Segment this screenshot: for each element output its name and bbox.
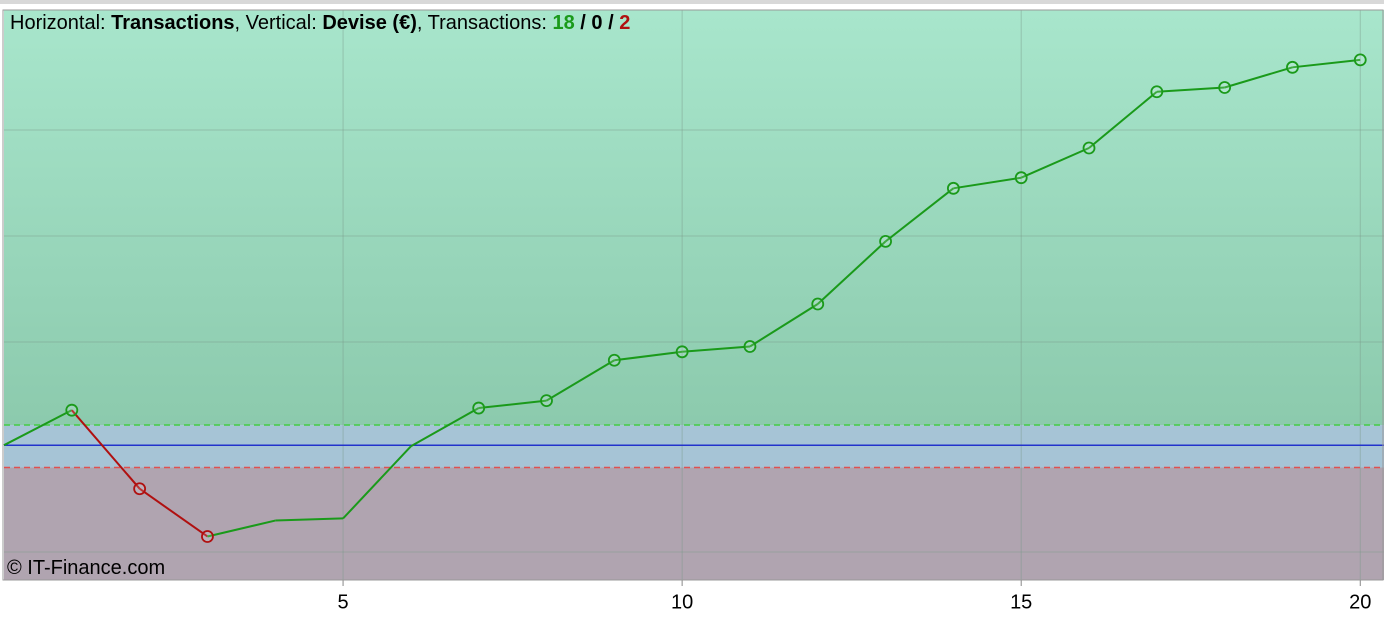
zone-neutral <box>4 425 1384 468</box>
t: Horizontal: <box>10 12 112 34</box>
t: Devise (€) <box>322 12 417 34</box>
t: / <box>602 12 620 34</box>
line-segment <box>3 409 73 447</box>
marker <box>811 297 825 311</box>
marker <box>946 181 960 195</box>
t: 18 <box>552 12 575 34</box>
line-segment <box>71 409 141 490</box>
marker <box>65 403 79 417</box>
marker <box>201 530 214 543</box>
t: 2 <box>619 12 631 34</box>
plot-border <box>2 9 1384 581</box>
x-tick-label: 20 <box>1349 591 1371 613</box>
toolbar-edge <box>0 0 1384 4</box>
marker <box>540 394 553 408</box>
zone-profit <box>4 10 1384 426</box>
line-segment <box>139 487 209 538</box>
credit: © IT-Finance.com <box>7 557 166 579</box>
t: 0 <box>591 12 603 34</box>
marker <box>472 401 486 415</box>
marker <box>1353 53 1367 67</box>
line-segment <box>275 517 344 522</box>
marker <box>743 340 757 353</box>
marker <box>1286 60 1299 74</box>
line-segment <box>410 407 480 448</box>
line-segment <box>749 303 819 348</box>
chart-title: Horizontal: Transactions, Vertical: Devi… <box>10 12 630 35</box>
line-segment <box>478 399 547 410</box>
marker <box>1082 141 1096 155</box>
line-segment <box>1088 90 1158 149</box>
marker <box>1014 171 1028 185</box>
marker <box>607 353 621 367</box>
marker <box>1150 85 1164 99</box>
t: , Vertical: <box>234 12 323 34</box>
marker <box>133 482 147 496</box>
t: , Transactions: <box>416 12 553 34</box>
line-segment <box>207 519 276 538</box>
marker <box>1218 81 1232 94</box>
t: / <box>574 12 592 34</box>
line-segment <box>1224 66 1293 89</box>
line-segment <box>614 350 683 362</box>
line-segment <box>1156 86 1225 93</box>
line-segment <box>884 187 955 243</box>
line-segment <box>953 176 1022 190</box>
marker <box>675 345 689 359</box>
line-segment <box>1020 147 1090 179</box>
line-segment <box>1292 58 1361 69</box>
x-tick-label: 10 <box>671 591 693 613</box>
t: Transactions <box>111 12 235 34</box>
x-tick-label: 5 <box>338 591 349 613</box>
line-segment <box>817 240 887 305</box>
line-segment <box>342 445 412 520</box>
marker <box>879 234 892 248</box>
line-segment <box>682 345 751 353</box>
x-tick-label: 15 <box>1010 591 1032 613</box>
zone-loss <box>4 467 1384 580</box>
line-segment <box>545 359 615 402</box>
